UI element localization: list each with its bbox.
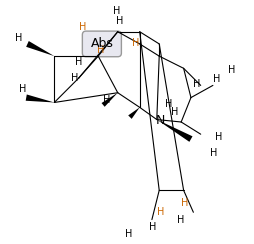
Text: H: H xyxy=(103,95,110,105)
Polygon shape xyxy=(156,120,192,142)
Text: H: H xyxy=(124,229,132,239)
Text: H: H xyxy=(132,38,139,48)
Polygon shape xyxy=(26,41,54,56)
Text: H: H xyxy=(210,148,217,157)
Text: H: H xyxy=(71,73,78,83)
FancyBboxPatch shape xyxy=(82,31,121,57)
Text: H: H xyxy=(97,45,104,55)
Text: H: H xyxy=(165,99,172,109)
Text: H: H xyxy=(116,16,123,26)
Text: H: H xyxy=(19,84,26,94)
Polygon shape xyxy=(128,107,139,119)
Text: H: H xyxy=(177,215,184,224)
Text: H: H xyxy=(78,22,86,32)
Text: H: H xyxy=(180,198,188,207)
Text: Abs: Abs xyxy=(90,37,113,51)
Text: N: N xyxy=(155,114,165,127)
Text: H: H xyxy=(212,74,219,84)
Text: H: H xyxy=(156,207,164,217)
Text: H: H xyxy=(227,65,234,74)
Text: H: H xyxy=(149,223,156,232)
Polygon shape xyxy=(101,93,117,107)
Text: H: H xyxy=(193,79,200,89)
Text: H: H xyxy=(15,33,23,43)
Text: H: H xyxy=(171,107,178,117)
Text: H: H xyxy=(75,57,82,67)
Text: H: H xyxy=(112,6,120,16)
Text: H: H xyxy=(214,132,222,142)
Polygon shape xyxy=(26,94,54,102)
